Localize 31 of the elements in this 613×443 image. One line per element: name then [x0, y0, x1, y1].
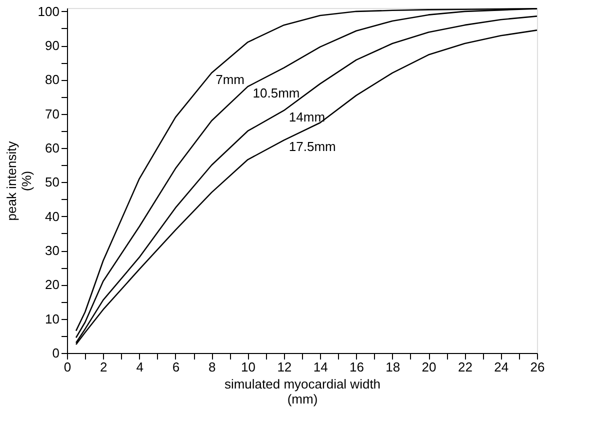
- y-axis-title: peak intensity (%): [4, 140, 34, 221]
- x-tick-label: 26: [530, 360, 545, 374]
- x-tick-label: 0: [64, 360, 72, 374]
- x-tick-label: 24: [494, 360, 509, 374]
- series-label: 14mm: [288, 109, 326, 124]
- y-tick-label: 70: [45, 106, 60, 122]
- x-tick-label: 6: [172, 360, 180, 374]
- y-tick-label: 10: [45, 311, 60, 326]
- x-tick-label: 8: [208, 360, 216, 374]
- x-tick-label: 20: [422, 360, 436, 374]
- x-tick-label: 14: [313, 360, 328, 374]
- series-label: 17.5mm: [288, 139, 336, 154]
- series-label: 10.5mm: [252, 86, 300, 101]
- x-tick-label: 12: [277, 360, 292, 374]
- series-label: 7mm: [216, 72, 245, 87]
- x-tick-label: 18: [386, 360, 400, 374]
- x-tick-label: 10: [241, 360, 256, 374]
- y-tick-label: 90: [45, 38, 60, 54]
- x-tick-label: 4: [136, 360, 144, 374]
- x-axis-title: simulated myocardial width (mm): [224, 376, 381, 406]
- x-tick-label: 2: [100, 360, 108, 374]
- x-tick-label: 16: [349, 360, 364, 374]
- y-tick-label: 30: [45, 243, 60, 258]
- y-tick-label: 50: [45, 174, 60, 190]
- y-tick-label: 0: [52, 346, 60, 360]
- y-tick-label: 80: [45, 72, 60, 88]
- y-tick-label: 20: [45, 277, 60, 292]
- y-tick-label: 40: [45, 208, 60, 224]
- y-tick-label: 100: [38, 4, 60, 19]
- y-tick-label: 60: [45, 140, 60, 156]
- x-tick-label: 22: [458, 360, 472, 374]
